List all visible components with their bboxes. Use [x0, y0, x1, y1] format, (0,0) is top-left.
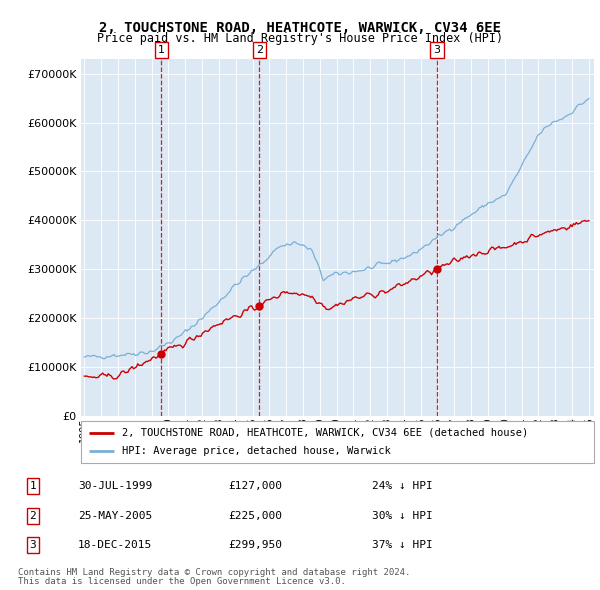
Text: HPI: Average price, detached house, Warwick: HPI: Average price, detached house, Warw…: [122, 446, 391, 456]
Text: 2: 2: [29, 511, 37, 520]
Text: £299,950: £299,950: [228, 540, 282, 550]
Text: 3: 3: [433, 45, 440, 55]
Text: 2: 2: [256, 45, 263, 55]
Text: 1: 1: [29, 481, 37, 491]
Text: 25-MAY-2005: 25-MAY-2005: [78, 511, 152, 520]
Text: 37% ↓ HPI: 37% ↓ HPI: [372, 540, 433, 550]
Text: Price paid vs. HM Land Registry's House Price Index (HPI): Price paid vs. HM Land Registry's House …: [97, 32, 503, 45]
Text: 3: 3: [29, 540, 37, 550]
Text: 24% ↓ HPI: 24% ↓ HPI: [372, 481, 433, 491]
Text: 18-DEC-2015: 18-DEC-2015: [78, 540, 152, 550]
Text: 2, TOUCHSTONE ROAD, HEATHCOTE, WARWICK, CV34 6EE: 2, TOUCHSTONE ROAD, HEATHCOTE, WARWICK, …: [99, 21, 501, 35]
Text: 2, TOUCHSTONE ROAD, HEATHCOTE, WARWICK, CV34 6EE (detached house): 2, TOUCHSTONE ROAD, HEATHCOTE, WARWICK, …: [122, 428, 528, 438]
Text: 1: 1: [158, 45, 165, 55]
Text: 30% ↓ HPI: 30% ↓ HPI: [372, 511, 433, 520]
Text: This data is licensed under the Open Government Licence v3.0.: This data is licensed under the Open Gov…: [18, 577, 346, 586]
Text: £127,000: £127,000: [228, 481, 282, 491]
Text: £225,000: £225,000: [228, 511, 282, 520]
Text: 30-JUL-1999: 30-JUL-1999: [78, 481, 152, 491]
Text: Contains HM Land Registry data © Crown copyright and database right 2024.: Contains HM Land Registry data © Crown c…: [18, 568, 410, 576]
